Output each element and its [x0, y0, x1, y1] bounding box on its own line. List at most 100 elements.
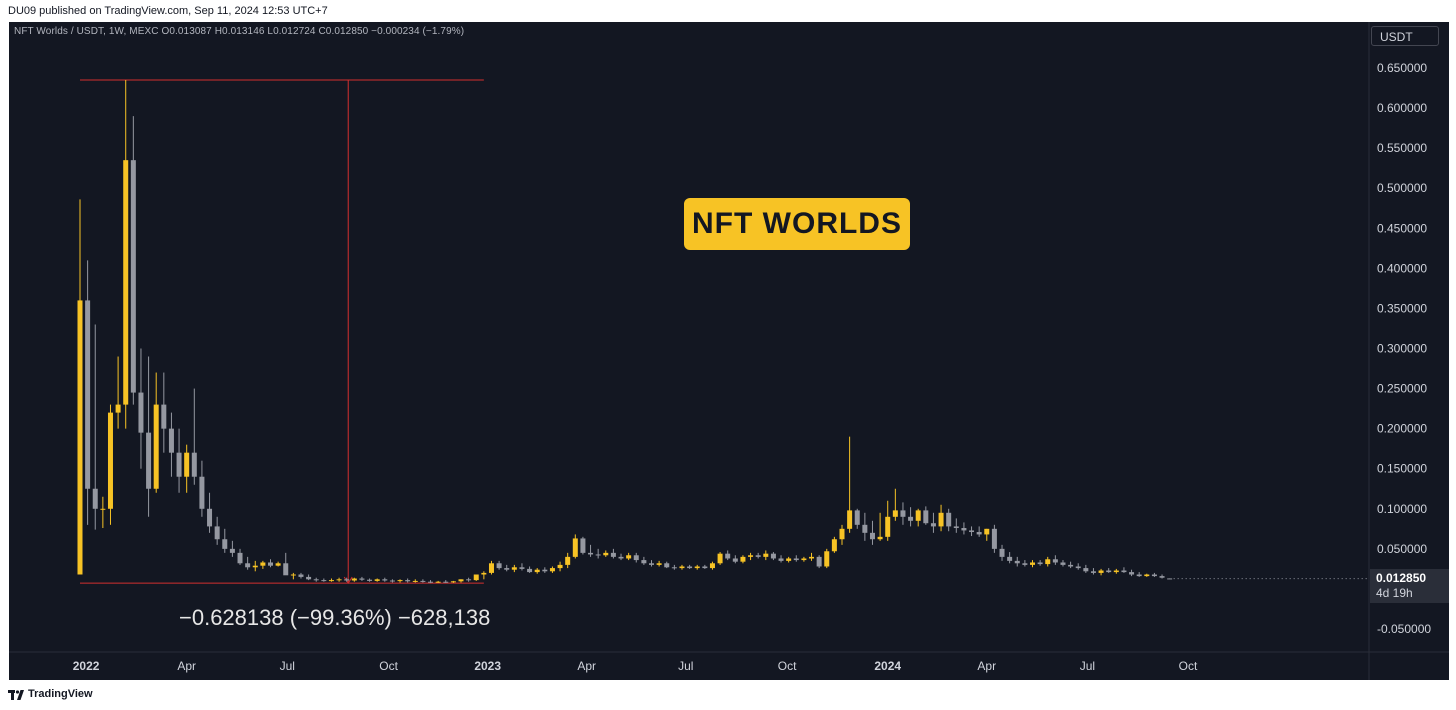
candle-body	[610, 552, 616, 557]
candle-body	[268, 562, 273, 566]
time-tick-label: 2022	[73, 659, 100, 673]
candle-body	[549, 568, 555, 572]
candle-body	[496, 563, 502, 569]
bar-countdown: 4d 19h	[1376, 586, 1413, 600]
candle-body	[397, 580, 403, 582]
candle-body	[321, 580, 327, 582]
candle-body	[854, 510, 860, 525]
candle-body	[908, 516, 914, 521]
price-tick-label: 0.050000	[1377, 542, 1427, 556]
time-tick-label: 2024	[874, 659, 901, 673]
price-tick-label: -0.050000	[1377, 622, 1431, 636]
footer-bar: TradingView	[0, 680, 1456, 710]
candle-body	[443, 581, 449, 583]
candlestick-chart[interactable]: 0.650000 0.600000 0.550000 0.500000 0.450000…	[9, 22, 1449, 680]
candle-body	[999, 548, 1005, 557]
candle-body	[207, 508, 213, 527]
candle-body	[1014, 560, 1020, 564]
price-tick-label: 0.100000	[1377, 502, 1427, 516]
candle-body	[260, 562, 266, 566]
candle-body	[336, 579, 342, 581]
candle-body	[725, 553, 731, 559]
time-tick-label: Oct	[778, 659, 797, 673]
candle-body	[107, 412, 113, 509]
price-tick-label: 0.400000	[1377, 261, 1427, 275]
tradingview-logo-icon	[8, 690, 24, 700]
candle-body	[1098, 570, 1104, 573]
currency-button[interactable]: USDT	[1371, 26, 1439, 46]
candle-body	[229, 548, 235, 553]
candle-body	[306, 576, 312, 580]
price-tick-label: 0.200000	[1377, 422, 1427, 436]
candle-body	[1022, 563, 1028, 565]
candle-body	[214, 526, 220, 540]
candle-body	[1121, 570, 1127, 573]
candle-body	[671, 567, 677, 569]
candle-body	[991, 528, 997, 549]
publisher-bar: DU09 published on TradingView.com, Sep 1…	[0, 0, 1456, 22]
candle-body	[428, 581, 434, 583]
candle-body	[778, 558, 784, 561]
candle-body	[915, 510, 921, 521]
candle-body	[466, 579, 472, 581]
candle-body	[374, 579, 380, 581]
candle-body	[786, 558, 792, 561]
candle-body	[290, 574, 296, 576]
candle-body	[847, 510, 853, 529]
candle-body	[953, 526, 959, 529]
candle-body	[557, 564, 563, 569]
candle-body	[146, 432, 152, 489]
candle-body	[534, 569, 540, 573]
candle-body	[85, 300, 91, 489]
candle-body	[412, 580, 418, 582]
candle-body	[458, 579, 464, 582]
candle-body	[702, 566, 708, 569]
candle-body	[527, 568, 533, 573]
candle-body	[435, 581, 441, 583]
candle-body	[237, 552, 243, 564]
candle-body	[961, 528, 967, 531]
candle-body	[328, 580, 334, 582]
candle-body	[938, 512, 944, 527]
candle-body	[709, 563, 715, 569]
candle-body	[770, 553, 776, 559]
candle-body	[351, 578, 357, 581]
candle-body	[1136, 574, 1142, 577]
candle-body	[222, 539, 228, 549]
plot-area	[77, 79, 1369, 584]
price-axis[interactable]: 0.650000 0.600000 0.550000 0.500000 0.450000…	[1368, 22, 1431, 680]
candle-body	[77, 300, 83, 575]
candle-body	[930, 523, 936, 527]
time-tick-label: Jul	[280, 659, 295, 673]
candle-body	[488, 563, 494, 573]
candle-body	[1083, 568, 1089, 572]
candle-body	[504, 568, 510, 570]
price-tick-label: 0.550000	[1377, 141, 1427, 155]
time-axis[interactable]: 2022 Apr Jul Oct 2023 Apr Jul Oct 2024 Apr Jul Oct	[9, 651, 1449, 673]
time-tick-label: Oct	[1179, 659, 1198, 673]
chart-area[interactable]: 0.650000 0.600000 0.550000 0.500000 0.450000…	[9, 22, 1449, 680]
candle-body	[656, 563, 662, 565]
candle-body	[1090, 571, 1096, 573]
candle-body	[153, 404, 159, 489]
candle-body	[969, 530, 975, 533]
measure-label: −0.628138 (−99.36%) −628,138	[179, 605, 491, 630]
price-tick-label: 0.300000	[1377, 342, 1427, 356]
candle-body	[389, 580, 395, 582]
candle-body	[633, 555, 639, 561]
candle-body	[572, 538, 578, 557]
candle-body	[176, 452, 182, 477]
candle-body	[664, 563, 670, 568]
candle-body	[382, 579, 388, 581]
last-price-tag: 0.012850 4d 19h	[1370, 569, 1449, 603]
candle-body	[511, 567, 517, 570]
candle-body	[313, 579, 319, 581]
candle-body	[946, 512, 952, 527]
time-tick-label: Apr	[977, 659, 996, 673]
candle-body	[755, 555, 761, 557]
candle-body	[298, 574, 304, 577]
last-price-value: 0.012850	[1376, 571, 1427, 585]
candle-body	[763, 553, 769, 557]
candle-body	[816, 556, 822, 567]
